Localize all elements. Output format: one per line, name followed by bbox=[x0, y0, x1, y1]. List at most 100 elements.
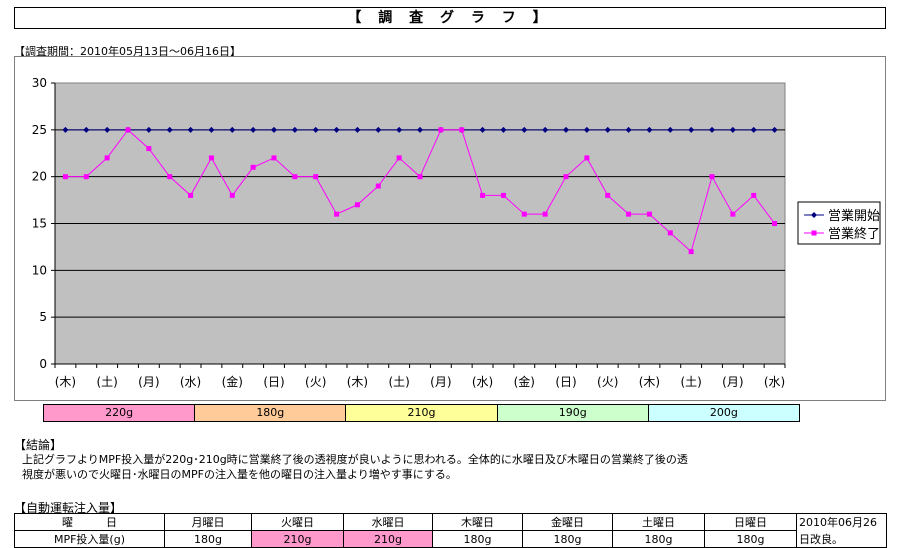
header-sunday: 日曜日 bbox=[704, 513, 797, 531]
series-point bbox=[271, 126, 277, 133]
y-tick-label: 30 bbox=[32, 76, 47, 90]
series-point bbox=[188, 192, 194, 198]
amount-band: 220g 180g 210g 190g 200g bbox=[43, 404, 801, 422]
series-point bbox=[729, 126, 736, 133]
series-point bbox=[167, 174, 173, 180]
series-point bbox=[688, 126, 695, 133]
series-point bbox=[500, 192, 506, 198]
series-point bbox=[125, 127, 131, 133]
x-tick-label: (日) bbox=[263, 375, 284, 389]
series-point bbox=[667, 126, 674, 133]
amount-cell-3: 210g bbox=[345, 404, 498, 422]
header-tuesday: 火曜日 bbox=[251, 513, 344, 531]
legend-marker bbox=[811, 212, 817, 218]
x-tick-label: (土) bbox=[680, 375, 701, 389]
series-point bbox=[396, 126, 403, 133]
series-point bbox=[354, 202, 360, 208]
amount-saturday: 180g bbox=[612, 530, 705, 548]
series-point bbox=[583, 126, 590, 133]
conclusion-line-2: 視度が悪いので火曜日･水曜日のMPFの注入量を他の曜日の注入量より増やす事にする… bbox=[22, 468, 457, 481]
series-point bbox=[626, 211, 632, 217]
legend bbox=[797, 201, 881, 245]
series-point bbox=[542, 126, 549, 133]
y-tick-label: 25 bbox=[32, 123, 47, 137]
injection-table: 曜 日 月曜日 火曜日 水曜日 木曜日 金曜日 土曜日 日曜日 2010年06月… bbox=[14, 513, 887, 548]
x-tick-label: (水) bbox=[764, 375, 785, 389]
series-point bbox=[104, 126, 111, 133]
series-point bbox=[438, 127, 444, 133]
series-point bbox=[312, 126, 319, 133]
series-point bbox=[772, 221, 778, 226]
series-point bbox=[250, 126, 257, 133]
series-point bbox=[521, 126, 528, 133]
series-point bbox=[521, 211, 527, 217]
table-amount-row: MPF投入量(g) 180g 210g 210g 180g 180g 180g … bbox=[14, 530, 887, 548]
header-day-label: 曜 日 bbox=[14, 513, 165, 531]
x-tick-label: (水) bbox=[472, 375, 493, 389]
series-point bbox=[417, 174, 423, 180]
legend-label: 営業開始 bbox=[828, 208, 880, 224]
x-tick-label: (月) bbox=[430, 375, 451, 389]
x-tick-label: (火) bbox=[597, 375, 618, 389]
survey-period: 【調査期間：2010年05月13日～06月16日】 bbox=[14, 45, 241, 58]
y-tick-label: 5 bbox=[39, 310, 47, 324]
amount-sunday: 180g bbox=[704, 530, 797, 548]
series-point bbox=[145, 126, 152, 133]
series-point bbox=[62, 174, 68, 180]
series-point bbox=[709, 126, 715, 133]
amount-cell-2: 180g bbox=[194, 404, 347, 422]
series-point bbox=[480, 192, 486, 198]
series-point bbox=[500, 126, 507, 133]
auto-injection-heading: 【自動運転注入量】 bbox=[14, 501, 123, 515]
header-friday: 金曜日 bbox=[522, 513, 613, 531]
x-tick-label: (日) bbox=[555, 375, 576, 389]
x-tick-label: (土) bbox=[388, 375, 409, 389]
header-monday: 月曜日 bbox=[164, 513, 252, 531]
series-point bbox=[646, 211, 652, 217]
amount-cell-5: 200g bbox=[647, 404, 801, 422]
series-point bbox=[667, 230, 673, 236]
x-tick-label: (木) bbox=[347, 375, 368, 389]
series-point bbox=[83, 126, 90, 133]
series-point bbox=[417, 126, 423, 133]
note-line-2: 日改良。 bbox=[796, 530, 887, 548]
amount-tuesday: 210g bbox=[251, 530, 344, 548]
series-point bbox=[771, 126, 778, 133]
x-tick-label: (火) bbox=[305, 375, 326, 389]
series-point bbox=[250, 164, 256, 170]
series-point bbox=[730, 211, 736, 217]
amount-cell-4: 190g bbox=[496, 404, 649, 422]
amount-monday: 180g bbox=[164, 530, 252, 548]
series-point bbox=[542, 211, 548, 217]
x-tick-label: (金) bbox=[222, 374, 243, 389]
note-line-1: 2010年06月26 bbox=[796, 513, 887, 531]
series-point bbox=[208, 155, 214, 161]
y-tick-label: 10 bbox=[32, 263, 47, 277]
legend-label: 営業終了 bbox=[828, 226, 880, 242]
series-point bbox=[146, 146, 152, 152]
series-point bbox=[166, 126, 173, 133]
line-chart: 0 5 10 15 20 25 30 (木) (土) (月) (水) (金) (日) (火) (木) (土) (… bbox=[32, 76, 881, 389]
series-point bbox=[354, 126, 361, 133]
amount-thursday: 180g bbox=[432, 530, 523, 548]
chart-frame: 0 5 10 15 20 25 30 (木) (土) (月) (水) (金) (日) (火) (木) (土) (… bbox=[14, 56, 886, 401]
series-point bbox=[688, 249, 694, 255]
page-title: 【 調 査 グ ラ フ 】 bbox=[14, 7, 886, 29]
series-point bbox=[292, 174, 298, 180]
y-tick-label: 15 bbox=[32, 217, 47, 231]
series-point bbox=[104, 155, 110, 161]
series-point bbox=[229, 126, 236, 133]
series-point bbox=[291, 126, 298, 133]
series-point bbox=[208, 126, 215, 133]
series-point bbox=[375, 183, 381, 189]
header-thursday: 木曜日 bbox=[432, 513, 523, 531]
amount-wednesday: 210g bbox=[343, 530, 433, 548]
header-saturday: 土曜日 bbox=[612, 513, 705, 531]
series-point bbox=[584, 155, 590, 161]
table-header-row: 曜 日 月曜日 火曜日 水曜日 木曜日 金曜日 土曜日 日曜日 2010年06月… bbox=[14, 513, 887, 531]
y-tick-label: 0 bbox=[39, 357, 47, 371]
x-tick-label: (土) bbox=[96, 375, 117, 389]
x-tick-label: (月) bbox=[722, 375, 743, 389]
conclusion-line-1: 上記グラフよりMPF投入量が220g･210g時に営業終了後の透視度が良いように… bbox=[22, 453, 688, 466]
conclusion-text: 上記グラフよりMPF投入量が220g･210g時に営業終了後の透視度が良いように… bbox=[22, 452, 782, 482]
